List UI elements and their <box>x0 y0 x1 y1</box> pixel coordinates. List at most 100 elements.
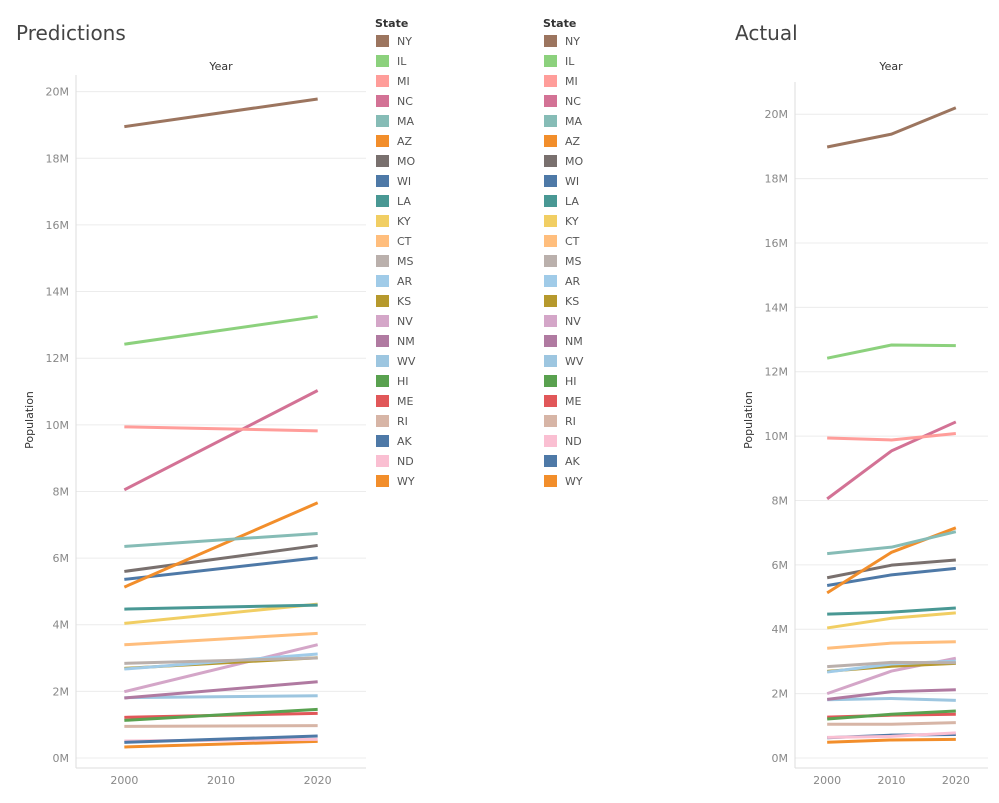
series-line-il[interactable] <box>826 343 956 360</box>
series-line-hi[interactable] <box>827 709 956 721</box>
legend-item-ak[interactable]: AK <box>544 455 581 468</box>
legend-item-nv[interactable]: NV <box>544 315 581 328</box>
series-line-wy[interactable] <box>827 737 956 744</box>
legend-item-ar[interactable]: AR <box>376 275 413 288</box>
series-line-ny[interactable] <box>826 106 957 149</box>
legend-item-wy[interactable]: WY <box>376 475 415 488</box>
legend-item-ky[interactable]: KY <box>544 215 579 228</box>
legend-label: RI <box>565 415 576 428</box>
legend-item-ak[interactable]: AK <box>376 435 413 448</box>
series-line-la[interactable] <box>827 606 956 616</box>
legend-item-nv[interactable]: NV <box>376 315 413 328</box>
series-line-az[interactable] <box>123 501 319 589</box>
legend-item-ma[interactable]: MA <box>376 115 414 128</box>
series-line-mo[interactable] <box>826 558 956 580</box>
legend-item-ri[interactable]: RI <box>376 415 408 428</box>
legend-item-nd[interactable]: ND <box>544 435 582 448</box>
series-line-wv[interactable] <box>827 696 956 702</box>
legend-label: CT <box>565 235 580 248</box>
series-line-nv[interactable] <box>123 643 319 694</box>
legend-item-ms[interactable]: MS <box>376 255 413 268</box>
series-line-la[interactable] <box>124 603 318 611</box>
legend-item-hi[interactable]: HI <box>376 375 409 388</box>
legend-item-ky[interactable]: KY <box>376 215 411 228</box>
legend-item-mi[interactable]: MI <box>376 75 410 88</box>
legend-swatch <box>376 375 389 387</box>
legend-item-az[interactable]: AZ <box>376 135 413 148</box>
legend-item-me[interactable]: ME <box>544 395 581 408</box>
legend-item-nm[interactable]: NM <box>376 335 415 348</box>
legend-item-nd[interactable]: ND <box>376 455 414 468</box>
legend-item-wv[interactable]: WV <box>376 355 416 368</box>
series-line-ky[interactable] <box>826 611 956 630</box>
legend-item-ny[interactable]: NY <box>376 35 412 48</box>
legend-item-ar[interactable]: AR <box>544 275 581 288</box>
legend-item-wi[interactable]: WI <box>544 175 579 188</box>
series-line-wi[interactable] <box>124 556 318 581</box>
series-line-ri[interactable] <box>124 724 318 728</box>
series-line-ky[interactable] <box>124 602 318 625</box>
legend-item-az[interactable]: AZ <box>544 135 581 148</box>
legend-item-ma[interactable]: MA <box>544 115 582 128</box>
legend-label: ME <box>565 395 581 408</box>
legend-item-wv[interactable]: WV <box>544 355 584 368</box>
series-line-ct[interactable] <box>124 631 318 647</box>
actual-legend-items: NY IL MI NC MA AZ MO WI LA KY CT MS AR KS NV NM WV HI ME RI… <box>544 35 584 488</box>
legend-label: KY <box>397 215 411 228</box>
series-line-mi[interactable] <box>124 425 318 433</box>
legend-swatch <box>376 255 389 267</box>
series-line-mo[interactable] <box>124 543 318 573</box>
series-line-wv[interactable] <box>124 694 318 700</box>
legend-item-mo[interactable]: MO <box>544 155 583 168</box>
legend-item-mi[interactable]: MI <box>544 75 578 88</box>
series-line-wi[interactable] <box>826 566 956 587</box>
series-line-nc[interactable] <box>826 420 957 501</box>
series-line-nm[interactable] <box>826 688 956 701</box>
series-line-ma[interactable] <box>827 530 957 556</box>
legend-item-ks[interactable]: KS <box>376 295 411 308</box>
legend-item-la[interactable]: LA <box>376 195 411 208</box>
legend-item-nc[interactable]: NC <box>544 95 581 108</box>
legend-swatch <box>376 295 389 307</box>
series-line-ma[interactable] <box>124 531 318 548</box>
series-line-ri[interactable] <box>827 721 956 726</box>
actual-legend-title: State <box>543 17 576 30</box>
series-line-ny[interactable] <box>124 97 318 129</box>
legend-swatch <box>544 255 557 267</box>
series-line-nm[interactable] <box>124 680 318 700</box>
legend-item-il[interactable]: IL <box>544 55 575 68</box>
actual-legend[interactable]: State NY IL MI NC MA AZ MO WI LA KY CT MS AR KS NV NM WV… <box>543 17 584 488</box>
legend-item-il[interactable]: IL <box>376 55 407 68</box>
series-line-ms[interactable] <box>124 656 318 665</box>
legend-label: WV <box>397 355 416 368</box>
series-line-nd[interactable] <box>827 731 956 739</box>
legend-item-mo[interactable]: MO <box>376 155 415 168</box>
legend-item-ms[interactable]: MS <box>544 255 581 268</box>
legend-item-ct[interactable]: CT <box>544 235 580 248</box>
legend-item-nm[interactable]: NM <box>544 335 583 348</box>
series-line-ak[interactable] <box>124 734 318 744</box>
legend-item-me[interactable]: ME <box>376 395 413 408</box>
legend-item-ri[interactable]: RI <box>544 415 576 428</box>
series-line-nc[interactable] <box>123 389 319 492</box>
series-line-mi[interactable] <box>827 432 956 442</box>
legend-item-hi[interactable]: HI <box>544 375 577 388</box>
legend-item-nc[interactable]: NC <box>376 95 413 108</box>
predictions-legend[interactable]: State NY IL MI NC MA AZ MO WI LA KY CT MS AR KS NV NM WV… <box>375 17 416 488</box>
legend-label: WI <box>397 175 411 188</box>
legend-swatch <box>376 195 389 207</box>
legend-item-wy[interactable]: WY <box>544 475 583 488</box>
series-line-ct[interactable] <box>827 640 956 650</box>
series-line-hi[interactable] <box>124 707 318 722</box>
series-line-ms[interactable] <box>827 660 956 669</box>
legend-item-ks[interactable]: KS <box>544 295 579 308</box>
legend-item-wi[interactable]: WI <box>376 175 411 188</box>
legend-item-ct[interactable]: CT <box>376 235 412 248</box>
legend-swatch <box>544 455 557 467</box>
series-line-wy[interactable] <box>124 739 318 749</box>
legend-item-la[interactable]: LA <box>544 195 579 208</box>
predictions-x-ticks: 2000 2010 2020 <box>110 774 331 787</box>
legend-label: WY <box>397 475 415 488</box>
legend-item-ny[interactable]: NY <box>544 35 580 48</box>
series-line-il[interactable] <box>124 315 318 346</box>
